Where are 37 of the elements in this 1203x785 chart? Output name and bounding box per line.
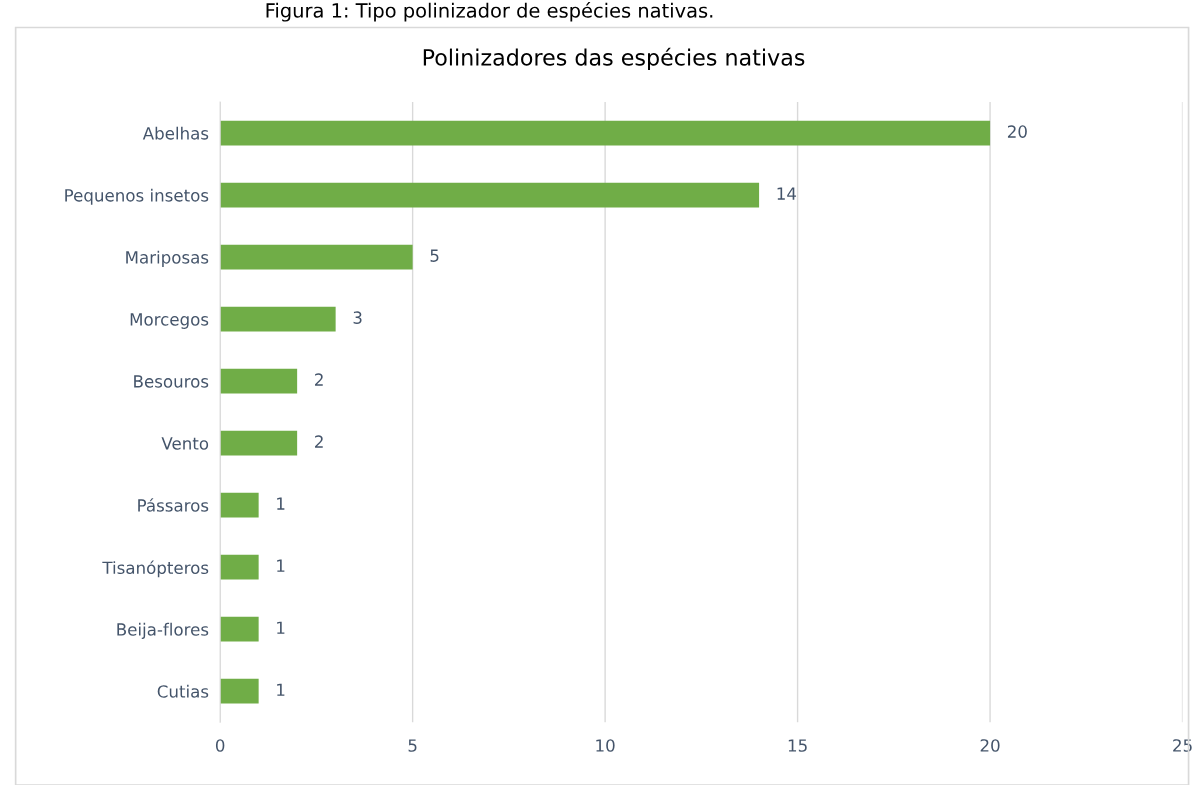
bar [220, 492, 259, 518]
data-label: 1 [277, 559, 285, 572]
data-label: 3 [353, 311, 362, 324]
x-tick-label: 10 [596, 739, 615, 752]
data-label: 5 [430, 249, 439, 262]
bar [220, 244, 413, 270]
bar [220, 616, 259, 642]
bar [220, 120, 991, 146]
data-label: 14 [777, 187, 797, 200]
bar [220, 306, 336, 332]
bar [220, 368, 298, 394]
bar [220, 182, 760, 208]
y-tick-label: Beija-flores [117, 622, 209, 639]
data-label: 1 [277, 683, 285, 696]
text: Figura 1: Tipo polinizador de espécies nativas. [266, 1, 713, 22]
y-tick-label: Pássaros [138, 498, 209, 512]
y-tick-label: Vento [161, 437, 209, 450]
data-label: 20 [1007, 125, 1027, 138]
x-tick-label: 15 [788, 739, 807, 752]
y-tick-label: Cutias [157, 684, 209, 698]
bar [220, 554, 259, 580]
x-tick-label: 0 [215, 739, 225, 752]
data-label: 2 [315, 373, 323, 386]
bar [220, 430, 298, 456]
data-label: 2 [315, 435, 323, 448]
y-tick-label: Pequenos insetos [65, 188, 209, 205]
data-label: 1 [277, 621, 285, 634]
y-tick-label: Mariposas [126, 250, 209, 267]
y-tick-label: Morcegos [130, 313, 209, 329]
bar [220, 678, 259, 704]
data-label: 1 [277, 497, 285, 510]
chart-title: Polinizadores das espécies nativas [423, 47, 805, 71]
x-tick-label: 20 [980, 739, 1000, 752]
y-tick-label: Abelhas [142, 126, 209, 140]
y-tick-label: Tisanópteros [102, 560, 209, 578]
x-tick-label: 5 [408, 739, 417, 752]
y-tick-label: Besouros [134, 375, 209, 388]
